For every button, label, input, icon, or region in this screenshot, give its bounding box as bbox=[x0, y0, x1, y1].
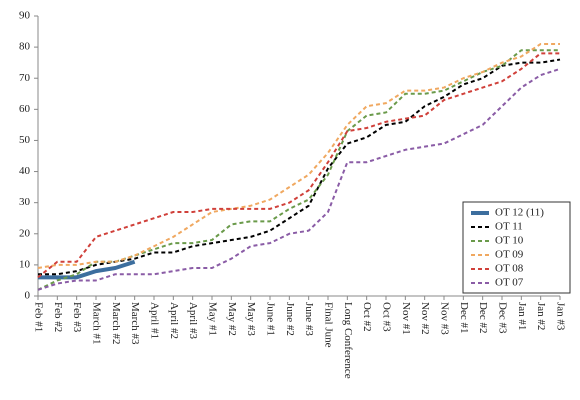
legend-box bbox=[462, 201, 571, 294]
x-tick-label: March #1 bbox=[90, 302, 102, 344]
x-tick-label: April #3 bbox=[187, 302, 199, 339]
y-tick-label: 40 bbox=[19, 165, 31, 177]
y-tick-label: 80 bbox=[19, 41, 31, 53]
x-tick-label: Long Conference bbox=[342, 302, 354, 379]
x-tick-label: Oct #3 bbox=[380, 302, 392, 332]
legend-label: OT 10 bbox=[495, 235, 524, 247]
x-tick-label: May #3 bbox=[245, 302, 257, 336]
x-tick-label: Feb #3 bbox=[71, 302, 83, 333]
series-line bbox=[37, 67, 561, 291]
x-tick-label: June #2 bbox=[284, 302, 296, 336]
y-tick-label: 0 bbox=[25, 290, 31, 302]
y-tick-label: 90 bbox=[19, 10, 31, 22]
x-tick-label: Jan #2 bbox=[535, 302, 547, 330]
x-tick-label: Oct #2 bbox=[361, 302, 373, 332]
y-tick-label: 70 bbox=[19, 72, 31, 84]
x-tick-label: Nov #1 bbox=[400, 302, 412, 335]
x-tick-label: Feb #1 bbox=[32, 302, 44, 332]
x-tick-label: Feb #2 bbox=[52, 302, 64, 332]
series-line bbox=[37, 43, 560, 269]
y-tick-label: 30 bbox=[19, 196, 31, 208]
x-tick-label: March #2 bbox=[110, 302, 122, 344]
x-tick-label: Jan #1 bbox=[516, 302, 528, 330]
x-tick-label: June #1 bbox=[264, 302, 276, 336]
x-tick-label: Dec #1 bbox=[458, 302, 470, 333]
legend-label: OT 12 (11) bbox=[495, 207, 544, 219]
x-tick-label: April #1 bbox=[148, 302, 160, 339]
x-tick-label: Dec #2 bbox=[477, 302, 489, 333]
x-tick-label: Jan #3 bbox=[554, 302, 566, 331]
series-line bbox=[37, 52, 560, 279]
y-tick-label: 60 bbox=[19, 103, 31, 115]
x-tick-label: May #2 bbox=[226, 302, 238, 336]
series-line bbox=[38, 259, 136, 280]
x-tick-label: Nov #3 bbox=[438, 302, 450, 335]
y-tick-label: 20 bbox=[19, 227, 31, 239]
x-tick-label: Final June bbox=[322, 302, 334, 348]
x-tick-label: Dec #3 bbox=[496, 302, 508, 334]
legend-label: OT 08 bbox=[495, 263, 524, 275]
y-tick-label: 50 bbox=[19, 134, 31, 146]
legend-label: OT 11 bbox=[495, 221, 523, 233]
y-tick-label: 10 bbox=[19, 258, 31, 270]
series-line bbox=[38, 58, 561, 276]
x-tick-label: May #1 bbox=[206, 302, 218, 336]
x-tick-label: Nov #2 bbox=[419, 302, 431, 335]
legend-label: OT 07 bbox=[495, 277, 524, 289]
x-tick-label: March #3 bbox=[129, 302, 141, 345]
legend-label: OT 09 bbox=[495, 249, 524, 261]
x-tick-label: June #3 bbox=[303, 302, 315, 336]
x-tick-label: April #2 bbox=[168, 302, 180, 339]
